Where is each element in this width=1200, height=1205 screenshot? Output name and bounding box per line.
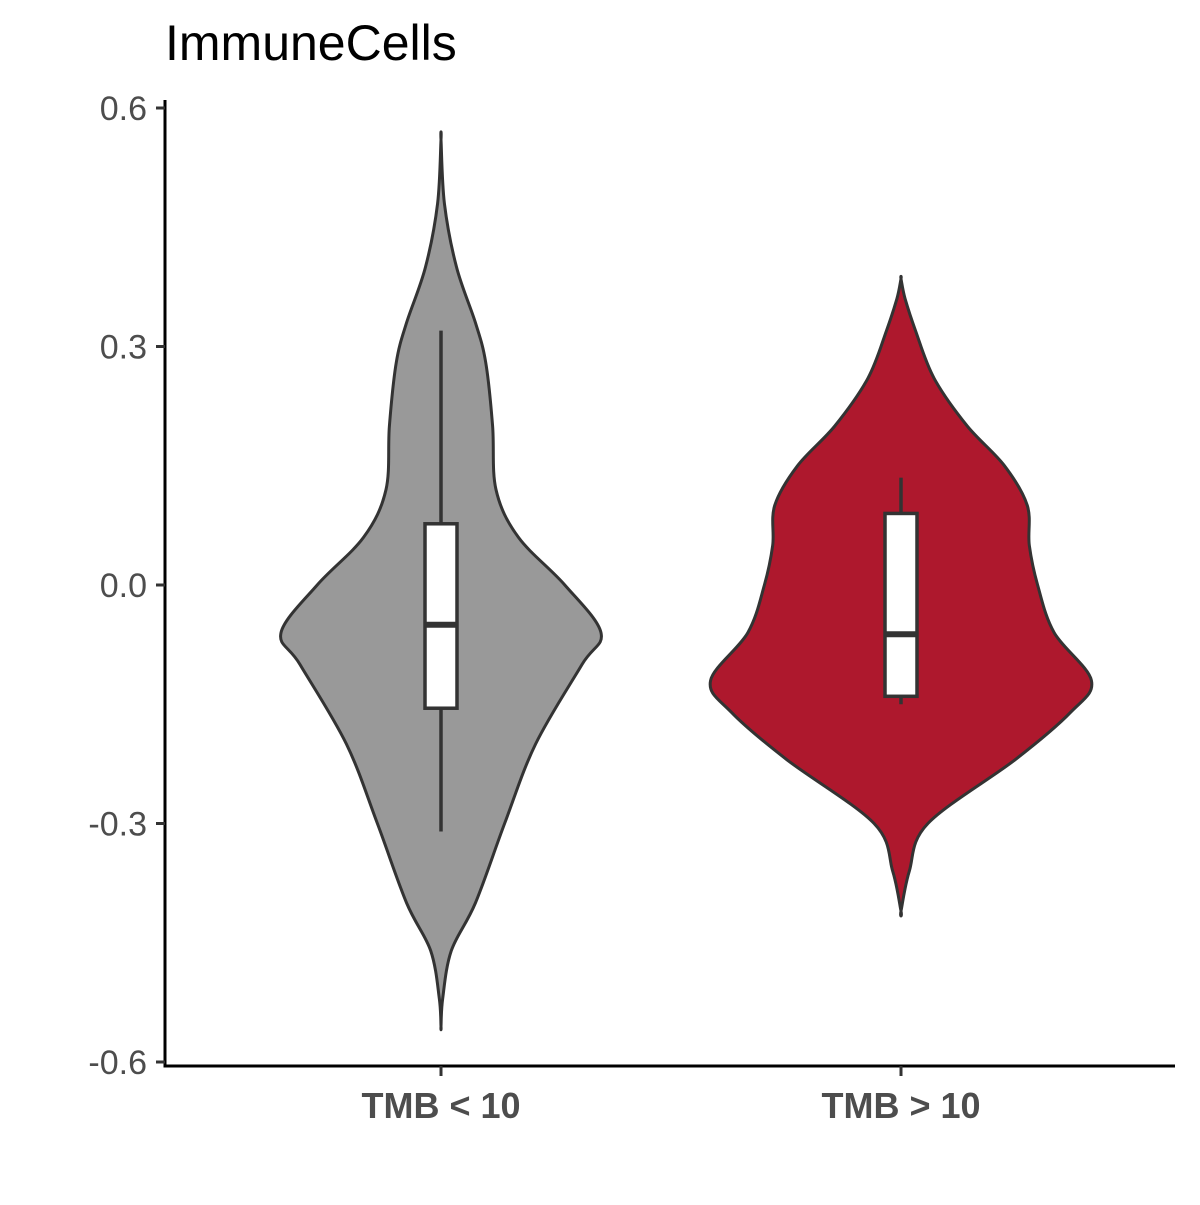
y-tick-label: -0.3 bbox=[88, 806, 147, 844]
y-tick-label: -0.6 bbox=[88, 1044, 147, 1082]
box-1 bbox=[423, 522, 459, 710]
box-2 bbox=[883, 511, 919, 699]
x-tick-label: TMB < 10 bbox=[361, 1085, 520, 1126]
y-tick-label: 0.6 bbox=[100, 90, 147, 128]
x-tick-label: TMB > 10 bbox=[821, 1085, 980, 1126]
chart-title: ImmuneCells bbox=[165, 15, 457, 71]
y-tick-label: 0.0 bbox=[100, 567, 147, 605]
y-tick-label: 0.3 bbox=[100, 329, 147, 367]
